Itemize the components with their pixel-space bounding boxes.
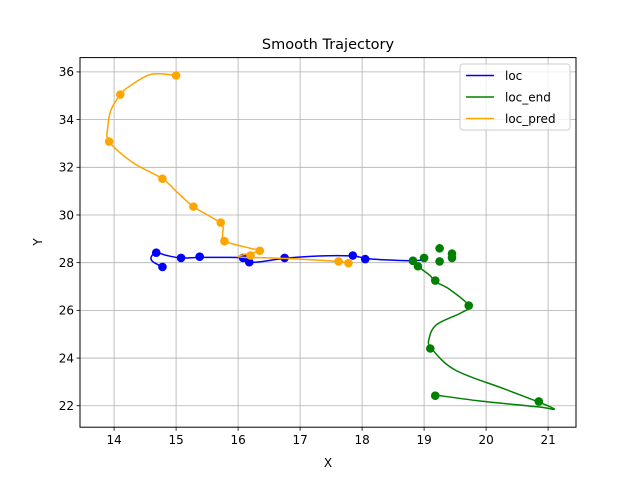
y-ticks: 22 24 26 28 30 32 34 36 xyxy=(59,65,80,413)
x-tick-label: 14 xyxy=(106,433,121,447)
data-point xyxy=(344,258,353,268)
x-tick-label: 17 xyxy=(292,433,307,447)
data-point xyxy=(104,137,114,146)
x-ticks: 14 15 16 17 18 19 20 21 xyxy=(106,427,556,447)
data-point xyxy=(413,261,423,271)
plot-frame xyxy=(79,57,577,428)
y-tick-label: 30 xyxy=(59,208,74,222)
y-tick-label: 24 xyxy=(59,351,74,365)
x-tick-label: 21 xyxy=(540,433,555,447)
x-axis-label: X xyxy=(324,456,332,470)
data-point xyxy=(430,391,440,401)
data-point xyxy=(171,71,181,80)
data-point xyxy=(176,253,186,263)
x-tick-label: 18 xyxy=(354,433,369,447)
data-point xyxy=(246,251,255,260)
legend-box xyxy=(459,63,571,131)
y-tick-label: 32 xyxy=(59,161,74,175)
data-point xyxy=(534,397,544,406)
series-layer xyxy=(104,71,556,411)
data-point xyxy=(195,252,204,262)
data-point xyxy=(348,251,358,260)
legend-label: loc_end xyxy=(505,90,551,104)
data-point xyxy=(189,202,198,211)
data-point xyxy=(158,262,167,272)
data-point xyxy=(151,248,161,257)
x-tick-label: 16 xyxy=(230,433,245,447)
data-point xyxy=(255,246,265,256)
y-tick-label: 28 xyxy=(59,256,74,270)
data-point xyxy=(244,257,254,267)
legend-label: loc_pred xyxy=(505,112,556,126)
y-tick-label: 26 xyxy=(59,304,74,318)
data-point xyxy=(116,90,125,99)
data-point xyxy=(430,276,440,285)
chart-title: Smooth Trajectory xyxy=(262,37,395,53)
data-point xyxy=(419,253,429,263)
y-axis-label: Y xyxy=(31,238,45,247)
data-point xyxy=(158,174,167,184)
data-point xyxy=(216,218,226,227)
data-point xyxy=(334,257,343,266)
data-point xyxy=(435,244,444,253)
series-loc-pred xyxy=(104,71,353,268)
series-loc-end xyxy=(408,244,556,411)
data-point xyxy=(435,257,444,266)
x-tick-label: 15 xyxy=(168,433,183,447)
legend: loc loc_end loc_pred xyxy=(459,63,571,131)
data-point xyxy=(464,301,474,310)
y-tick-label: 36 xyxy=(59,65,74,79)
data-point xyxy=(426,344,435,353)
data-point xyxy=(220,236,229,246)
data-point xyxy=(408,256,418,266)
legend-label: loc xyxy=(505,69,522,83)
data-point xyxy=(360,254,370,264)
y-tick-label: 22 xyxy=(59,399,74,413)
x-tick-label: 20 xyxy=(478,433,493,447)
data-point xyxy=(447,249,457,258)
x-tick-label: 19 xyxy=(416,433,431,447)
y-tick-label: 34 xyxy=(59,113,74,127)
